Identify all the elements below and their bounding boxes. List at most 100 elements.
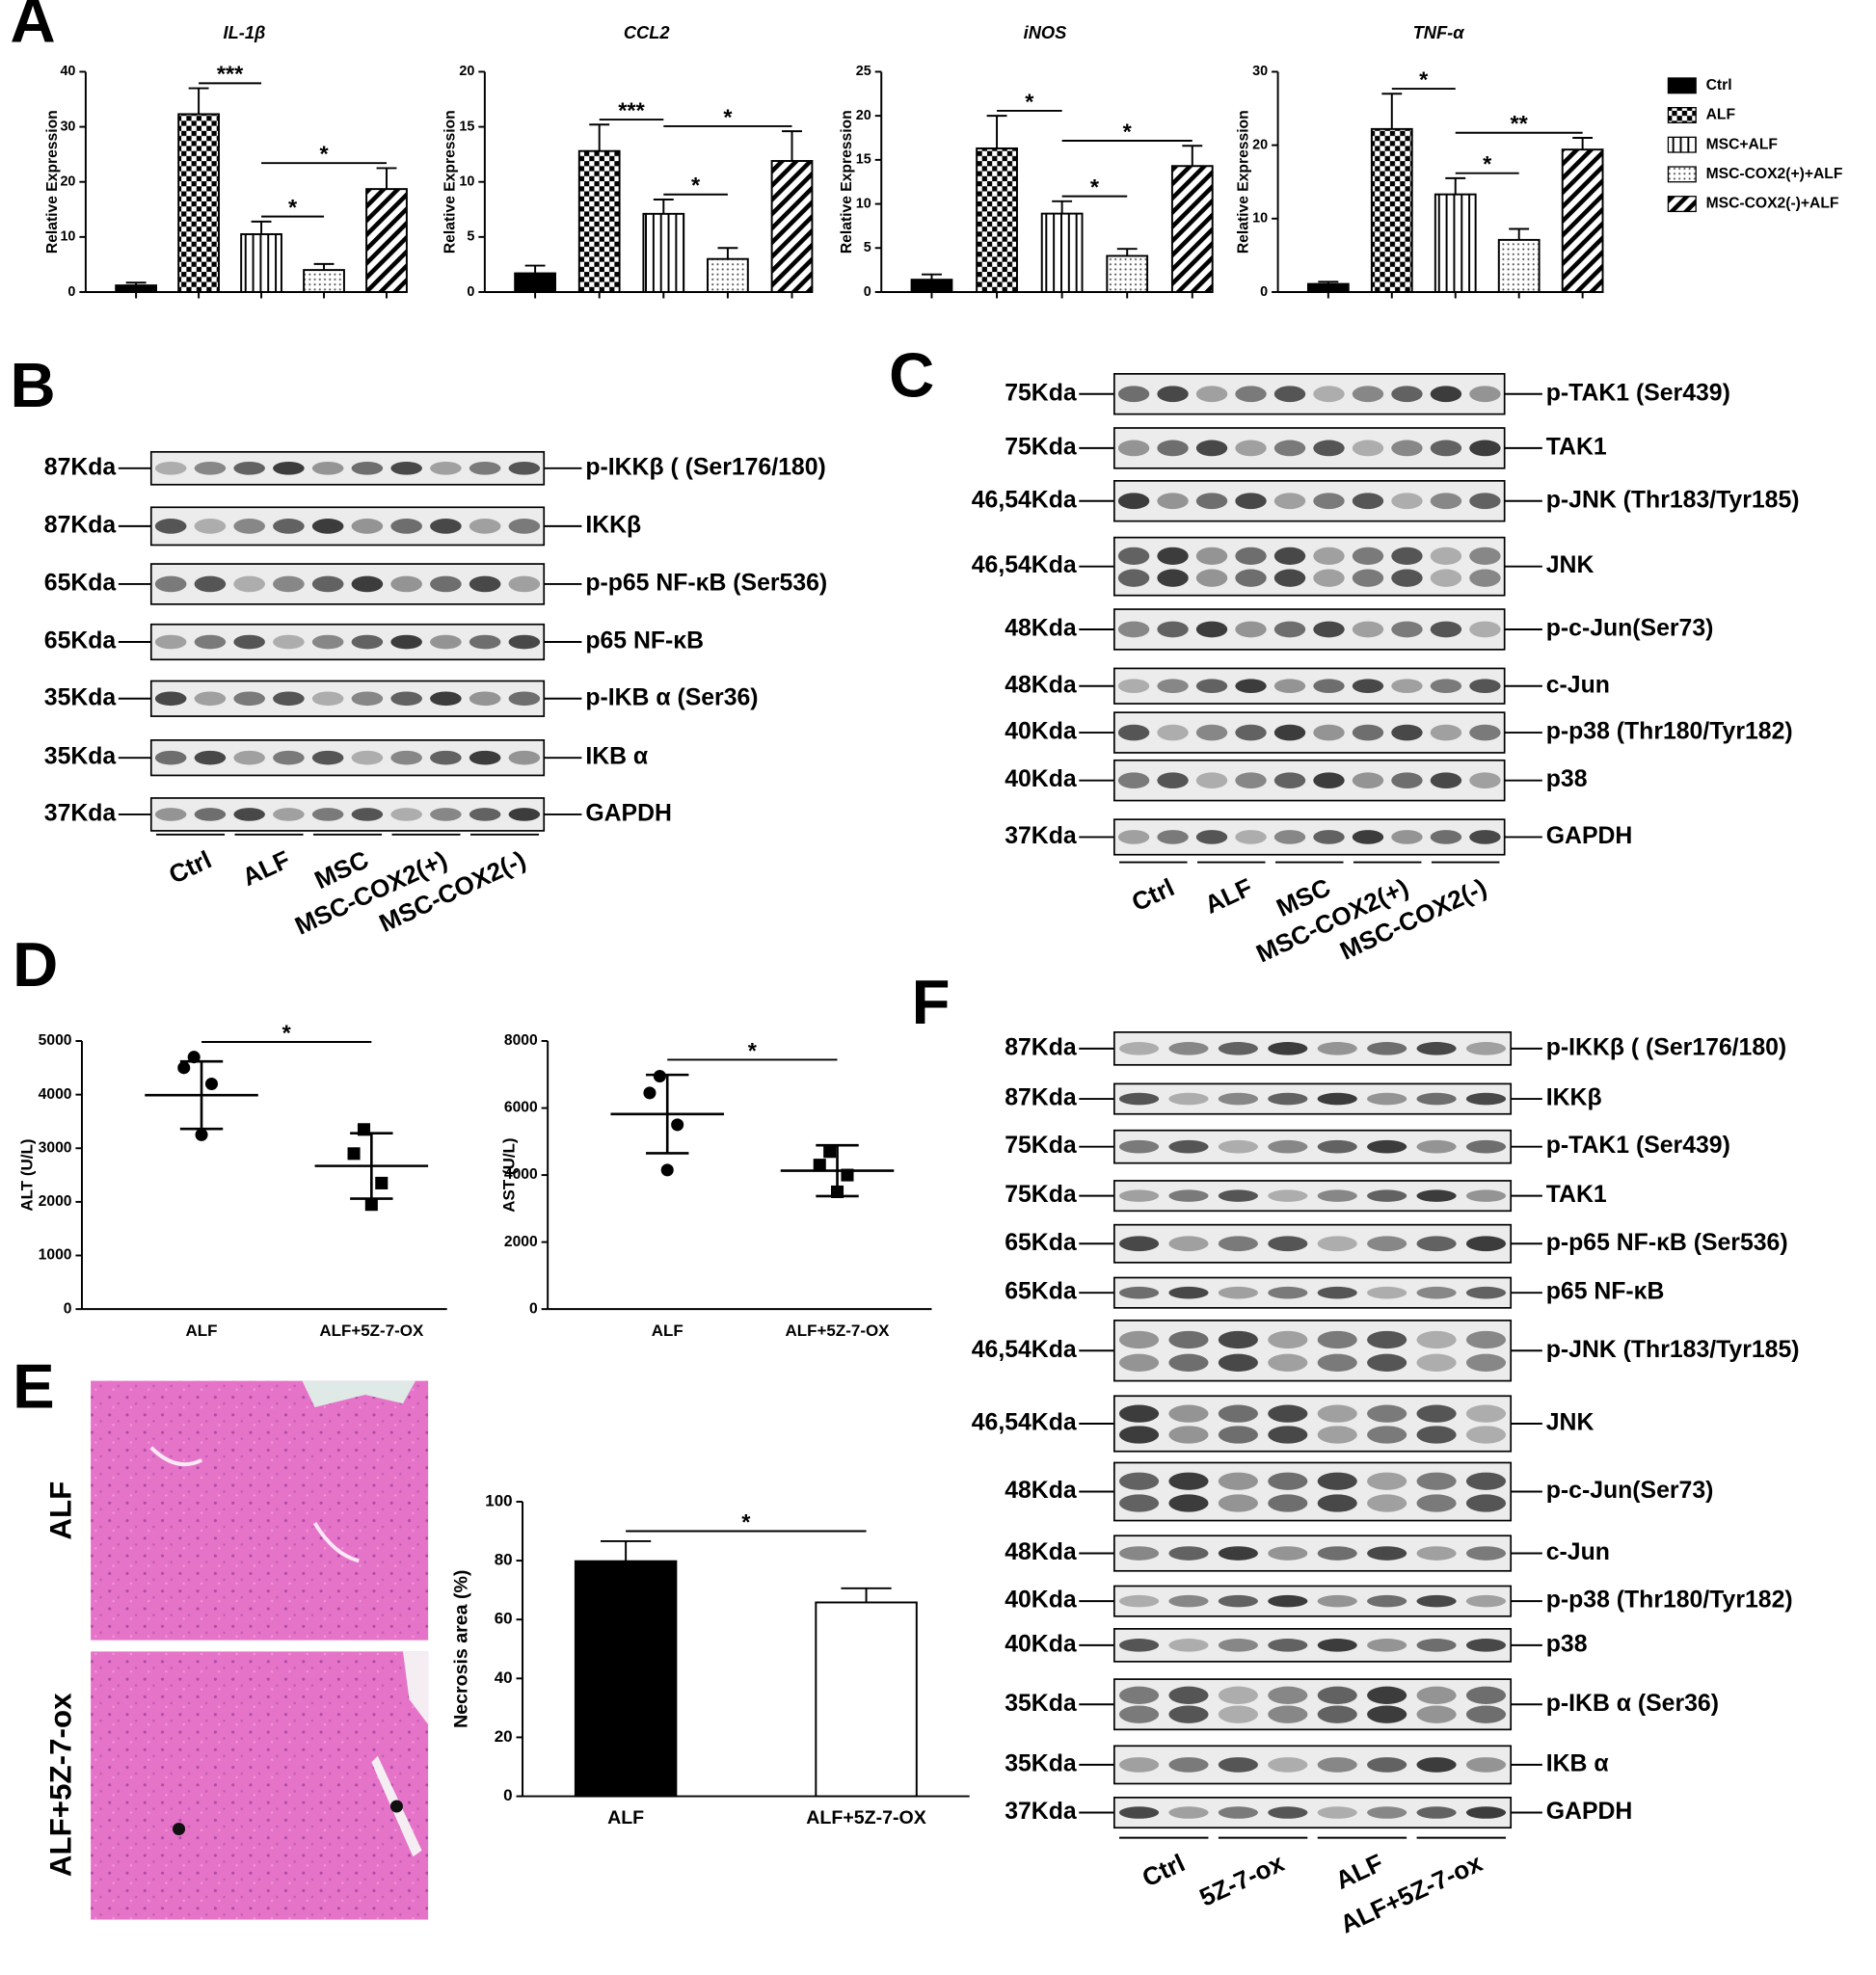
blot-band bbox=[1157, 547, 1189, 565]
chart-title: TNF-α bbox=[1413, 22, 1465, 42]
blot-band bbox=[1352, 830, 1384, 844]
blot-band bbox=[1313, 724, 1345, 741]
protein-label: p38 bbox=[1546, 766, 1588, 792]
kda-label: 40Kda bbox=[1005, 719, 1077, 745]
blot-band bbox=[1157, 569, 1189, 587]
chart-title: CCL2 bbox=[624, 22, 670, 42]
legend-swatch bbox=[1667, 77, 1697, 94]
blot-band bbox=[1273, 772, 1306, 789]
blot-band bbox=[233, 808, 265, 821]
group-label: Ctrl bbox=[164, 844, 215, 889]
chart: ALT (U/L) 0 1000 2000 3000 4000 5000 ALF ALF+5Z-… bbox=[17, 1020, 447, 1340]
y-tick-label: 0 bbox=[67, 284, 75, 300]
blot-band bbox=[1268, 1426, 1308, 1444]
point bbox=[813, 1159, 826, 1172]
point bbox=[177, 1061, 191, 1075]
bar bbox=[1434, 193, 1477, 293]
blot-band bbox=[1157, 724, 1189, 741]
blot-band bbox=[351, 519, 384, 534]
blot-band bbox=[154, 519, 187, 534]
blot-band bbox=[1168, 1472, 1209, 1490]
blot-band bbox=[1391, 621, 1423, 638]
blot-strip bbox=[149, 506, 546, 547]
blot-band bbox=[1416, 1236, 1457, 1252]
blot-band bbox=[351, 808, 384, 821]
protein-label: p38 bbox=[1546, 1631, 1588, 1657]
blot-band bbox=[1218, 1686, 1258, 1704]
y-axis-label: Necrosis area (%) bbox=[451, 1570, 472, 1728]
blot-band bbox=[1273, 547, 1306, 565]
y-tick-label: 4000 bbox=[504, 1166, 538, 1183]
blot-band bbox=[154, 575, 187, 593]
blot-band bbox=[1313, 440, 1345, 457]
protein-label: p-c-Jun(Ser73) bbox=[1546, 1478, 1714, 1504]
blot-band bbox=[1168, 1594, 1209, 1608]
kda-label: 48Kda bbox=[1005, 672, 1077, 698]
y-tick-label: 5000 bbox=[39, 1032, 72, 1049]
blot-band bbox=[1416, 1404, 1457, 1423]
blot-band bbox=[1430, 621, 1462, 638]
blot-band bbox=[1416, 1472, 1457, 1490]
significance-label: * bbox=[319, 142, 329, 167]
western-blot: 87Kda p-IKKβ ( (Ser176/180) 87Kda IKKβ 75Kda… bbox=[972, 1031, 1800, 1939]
blot-band bbox=[508, 575, 541, 593]
blot-band bbox=[430, 691, 462, 707]
blot-band bbox=[1118, 1286, 1160, 1299]
x-tick-label: ALF bbox=[607, 1807, 644, 1828]
blot-band bbox=[1168, 1757, 1209, 1773]
blot-band bbox=[1416, 1139, 1457, 1154]
protein-label: p-p38 (Thr180/Tyr182) bbox=[1546, 1588, 1793, 1614]
panel-label: A bbox=[11, 0, 56, 55]
bar bbox=[770, 160, 814, 293]
panel-label: C bbox=[889, 340, 934, 411]
blot-band bbox=[1317, 1472, 1357, 1490]
bar bbox=[1306, 282, 1350, 293]
blot-band bbox=[390, 808, 422, 821]
blot-band bbox=[1416, 1705, 1457, 1723]
y-tick-label: 0 bbox=[467, 284, 474, 300]
blot-band bbox=[1218, 1139, 1258, 1154]
blot-band bbox=[1268, 1594, 1308, 1608]
protein-label: p-IKKβ ( (Ser176/180) bbox=[1546, 1034, 1786, 1060]
blot-band bbox=[1157, 493, 1189, 510]
blot-band bbox=[1273, 621, 1306, 638]
blot-band bbox=[1465, 1686, 1507, 1704]
blot-band bbox=[1195, 547, 1228, 565]
y-tick-label: 3000 bbox=[39, 1139, 72, 1156]
blot-band bbox=[1391, 724, 1423, 741]
blot-band bbox=[311, 691, 344, 707]
bar bbox=[707, 257, 749, 293]
blot-band bbox=[1416, 1353, 1457, 1372]
blot-band bbox=[1313, 493, 1345, 510]
blot-band bbox=[1465, 1286, 1507, 1299]
bar bbox=[1040, 212, 1084, 293]
blot-strip bbox=[1112, 1129, 1513, 1164]
blot-band bbox=[1218, 1705, 1258, 1723]
blot-band bbox=[508, 462, 541, 475]
blot-band bbox=[1118, 1594, 1160, 1608]
blot-band bbox=[1313, 679, 1345, 694]
x-tick-label: ALF+5Z-7-OX bbox=[319, 1321, 424, 1340]
blot-band bbox=[1117, 679, 1150, 694]
blot-band bbox=[1168, 1546, 1209, 1561]
point bbox=[660, 1163, 674, 1177]
blot-band bbox=[1218, 1404, 1258, 1423]
blot-band bbox=[351, 634, 384, 650]
y-tick-label: 10 bbox=[459, 174, 474, 190]
y-tick-label: 20 bbox=[1252, 137, 1268, 152]
blot-band bbox=[1465, 1639, 1507, 1652]
blot-band bbox=[1235, 830, 1267, 844]
protein-label: p-JNK (Thr183/Tyr185) bbox=[1546, 487, 1800, 513]
blot-band bbox=[1317, 1330, 1357, 1349]
blot-band bbox=[1416, 1042, 1457, 1055]
blot-band bbox=[154, 634, 187, 650]
blot-band bbox=[1367, 1330, 1407, 1349]
blot-band bbox=[1352, 440, 1384, 457]
blot-band bbox=[1268, 1639, 1308, 1652]
kda-label: 46,54Kda bbox=[972, 1337, 1077, 1363]
blot-strip bbox=[1112, 1678, 1513, 1731]
point bbox=[195, 1128, 208, 1141]
group-label: Ctrl bbox=[1127, 872, 1178, 917]
blot-band bbox=[154, 750, 187, 765]
